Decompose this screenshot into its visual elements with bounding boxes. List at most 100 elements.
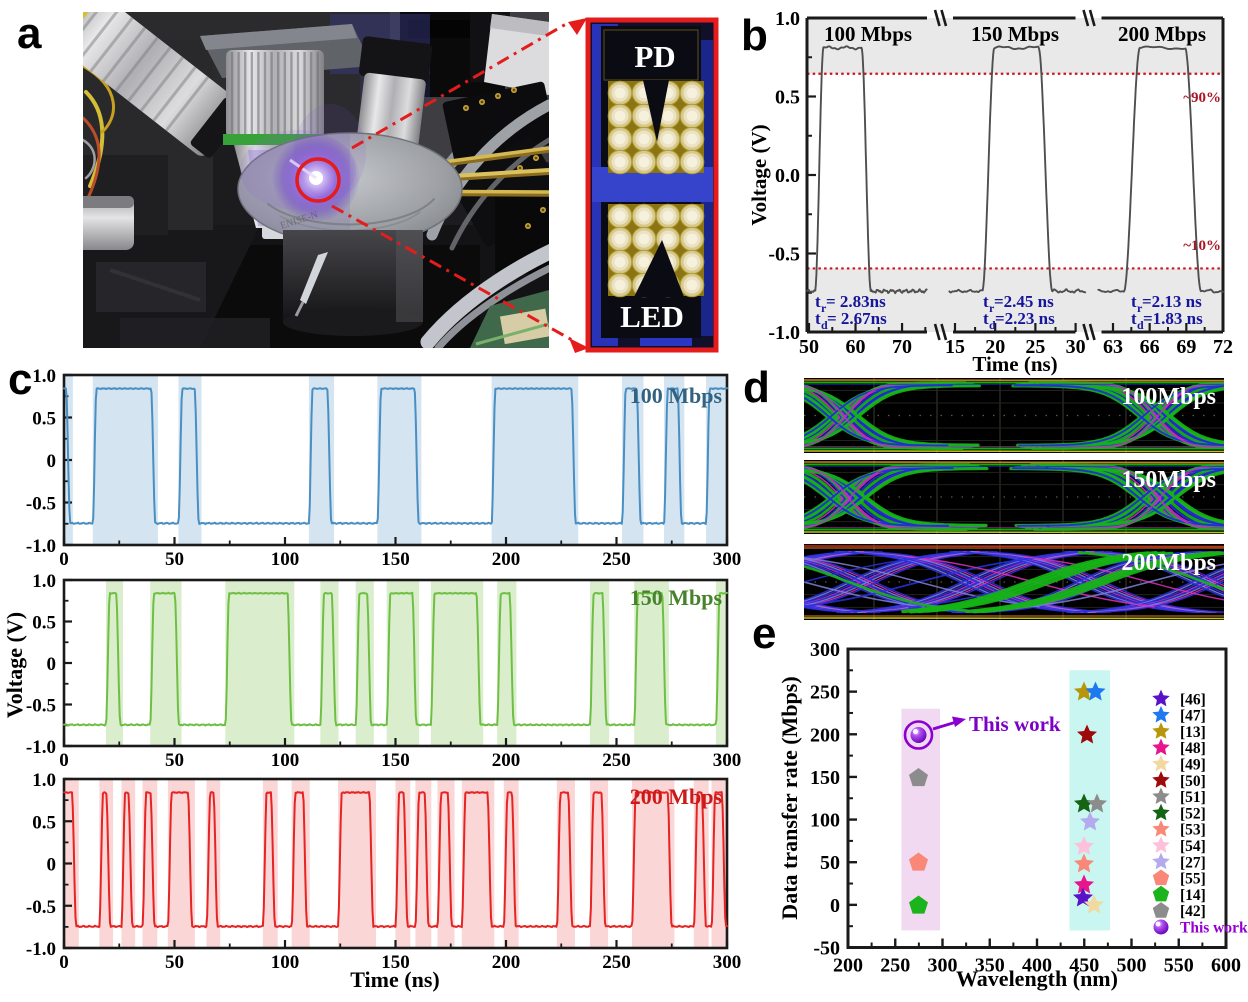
- svg-text:250: 250: [602, 549, 631, 570]
- svg-text:0: 0: [47, 451, 57, 472]
- svg-text:This work: This work: [969, 712, 1061, 736]
- svg-text:-0.5: -0.5: [26, 696, 56, 717]
- svg-text:d: d: [743, 363, 770, 412]
- svg-text:c: c: [8, 355, 32, 404]
- svg-text:450: 450: [1069, 955, 1099, 977]
- svg-text:50: 50: [165, 952, 184, 973]
- svg-text:0.5: 0.5: [775, 87, 800, 109]
- svg-text:250: 250: [602, 952, 631, 973]
- svg-text:15: 15: [945, 336, 965, 358]
- svg-text:150: 150: [381, 549, 410, 570]
- svg-text:t: t: [1131, 292, 1137, 311]
- svg-text:400: 400: [1022, 955, 1052, 977]
- svg-text:200: 200: [492, 952, 521, 973]
- svg-text:350: 350: [975, 955, 1005, 977]
- svg-text:300: 300: [713, 750, 742, 771]
- svg-text:[13]: [13]: [1180, 724, 1206, 741]
- svg-text:200Mbps: 200Mbps: [1121, 550, 1216, 576]
- svg-text:[46]: [46]: [1180, 691, 1206, 708]
- svg-text:100 Mbps: 100 Mbps: [824, 22, 912, 46]
- svg-text:t: t: [815, 292, 821, 311]
- svg-text:72: 72: [1213, 336, 1233, 358]
- svg-text:300: 300: [810, 639, 840, 661]
- svg-text:1.0: 1.0: [32, 770, 56, 791]
- svg-text:[48]: [48]: [1180, 740, 1206, 757]
- svg-text:150: 150: [381, 750, 410, 771]
- svg-text:-1.0: -1.0: [768, 322, 800, 344]
- svg-text:This work: This work: [1180, 920, 1248, 937]
- svg-text:~90%: ~90%: [1183, 90, 1221, 106]
- svg-text:Wavelength (nm): Wavelength (nm): [956, 966, 1118, 991]
- svg-text:b: b: [741, 11, 768, 60]
- svg-text:= 2.83ns: = 2.83ns: [826, 292, 886, 311]
- svg-text:PD: PD: [634, 39, 675, 74]
- svg-text:-0.5: -0.5: [26, 494, 56, 515]
- svg-text:Voltage (V): Voltage (V): [2, 612, 27, 718]
- svg-text:63: 63: [1103, 336, 1123, 358]
- svg-text:300: 300: [713, 549, 742, 570]
- svg-text:250: 250: [602, 750, 631, 771]
- svg-text:25: 25: [1025, 336, 1045, 358]
- svg-text:0: 0: [59, 750, 69, 771]
- svg-text:[49]: [49]: [1180, 757, 1206, 774]
- svg-text:150 Mbps: 150 Mbps: [630, 585, 723, 610]
- svg-text:100: 100: [810, 810, 840, 832]
- svg-text:500: 500: [1117, 955, 1147, 977]
- svg-text:=2.23 ns: =2.23 ns: [995, 309, 1055, 328]
- svg-text:250: 250: [810, 682, 840, 704]
- svg-text:69: 69: [1176, 336, 1196, 358]
- svg-text:-1.0: -1.0: [26, 939, 56, 960]
- svg-text:0.5: 0.5: [32, 409, 56, 430]
- svg-text:0: 0: [47, 654, 57, 675]
- svg-text:Voltage (V): Voltage (V): [747, 124, 771, 225]
- svg-text:150Mbps: 150Mbps: [1121, 467, 1216, 493]
- svg-text:~10%: ~10%: [1183, 238, 1221, 254]
- svg-text:Time (ns): Time (ns): [972, 352, 1057, 376]
- svg-text:200 Mbps: 200 Mbps: [1118, 22, 1206, 46]
- svg-text:0.5: 0.5: [32, 613, 56, 634]
- svg-text:[27]: [27]: [1180, 854, 1206, 871]
- svg-text:1.0: 1.0: [32, 571, 56, 592]
- svg-text:Time (ns): Time (ns): [350, 967, 439, 992]
- svg-text:d: d: [821, 318, 828, 332]
- svg-text:r: r: [821, 301, 827, 315]
- svg-text:250: 250: [880, 955, 910, 977]
- svg-text:[53]: [53]: [1180, 822, 1206, 839]
- svg-text:0.0: 0.0: [775, 165, 800, 187]
- svg-text:-1.0: -1.0: [26, 737, 56, 758]
- svg-text:70: 70: [892, 336, 912, 358]
- svg-text:200: 200: [492, 549, 521, 570]
- svg-text:600: 600: [1211, 955, 1241, 977]
- svg-text:[50]: [50]: [1180, 773, 1206, 790]
- svg-text:-1.0: -1.0: [26, 536, 56, 557]
- svg-text:=2.13 ns: =2.13 ns: [1142, 292, 1202, 311]
- svg-text:300: 300: [928, 955, 958, 977]
- svg-text:50: 50: [165, 750, 184, 771]
- svg-text:200: 200: [810, 724, 840, 746]
- svg-text:150: 150: [381, 952, 410, 973]
- svg-text:-0.5: -0.5: [768, 244, 800, 266]
- svg-text:0: 0: [830, 895, 840, 917]
- svg-text:200: 200: [833, 955, 863, 977]
- svg-text:0.5: 0.5: [32, 812, 56, 833]
- svg-text:20: 20: [985, 336, 1005, 358]
- svg-text:550: 550: [1164, 955, 1194, 977]
- svg-text:200: 200: [492, 750, 521, 771]
- svg-text:100: 100: [271, 952, 300, 973]
- svg-text:LED: LED: [620, 299, 684, 334]
- svg-text:r: r: [1137, 301, 1143, 315]
- svg-text:150: 150: [810, 767, 840, 789]
- svg-text:0: 0: [59, 952, 69, 973]
- svg-text:[51]: [51]: [1180, 789, 1206, 806]
- svg-text:[47]: [47]: [1180, 708, 1206, 725]
- svg-text:r: r: [989, 301, 995, 315]
- svg-text:100: 100: [271, 549, 300, 570]
- svg-text:-0.5: -0.5: [26, 897, 56, 918]
- svg-text:=1.83 ns: =1.83 ns: [1143, 309, 1203, 328]
- svg-text:=2.45 ns: =2.45 ns: [994, 292, 1054, 311]
- svg-text:= 2.67ns: = 2.67ns: [827, 309, 887, 328]
- svg-text:100Mbps: 100Mbps: [1121, 384, 1216, 410]
- svg-text:a: a: [17, 9, 42, 58]
- svg-text:300: 300: [713, 952, 742, 973]
- svg-text:-50: -50: [813, 938, 840, 960]
